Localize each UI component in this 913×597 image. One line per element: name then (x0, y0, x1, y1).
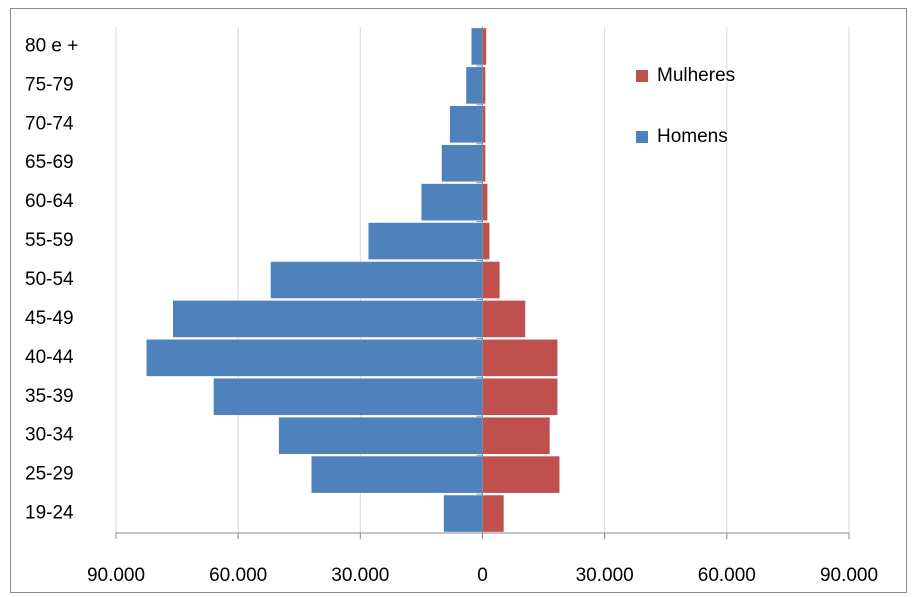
y-tick-label: 19-24 (25, 503, 74, 524)
bar (482, 300, 526, 338)
x-tick-label: 30.000 (331, 565, 389, 586)
y-tick-label: 75-79 (25, 74, 74, 95)
bar (311, 456, 483, 493)
y-tick-label: 60-64 (25, 191, 74, 212)
bar (482, 378, 558, 416)
bar (173, 300, 483, 338)
bar (421, 183, 483, 221)
bar (466, 67, 483, 104)
bar (482, 339, 558, 377)
chart-border (10, 8, 907, 593)
bar (146, 339, 483, 377)
legend-label: Homens (657, 126, 728, 147)
y-tick-label: 35-39 (25, 386, 74, 407)
bar (482, 144, 486, 182)
bar (482, 106, 486, 143)
bar (482, 67, 486, 104)
x-tick-label: 0 (477, 565, 488, 586)
bar (482, 456, 560, 493)
bar (270, 261, 483, 299)
bar (482, 222, 490, 260)
y-tick-label: 65-69 (25, 152, 74, 173)
bar (368, 222, 483, 260)
x-tick-label: 60.000 (209, 565, 267, 586)
legend-label: Mulheres (657, 65, 735, 86)
legend-swatch (636, 131, 648, 143)
bar (278, 417, 483, 454)
y-tick-label: 40-44 (25, 347, 74, 368)
legend-swatch (636, 70, 648, 82)
y-tick-label: 50-54 (25, 269, 74, 290)
x-tick-label: 90.000 (87, 565, 145, 586)
bar (443, 495, 483, 532)
y-tick-label: 45-49 (25, 308, 74, 329)
y-tick-label: 55-59 (25, 230, 74, 251)
y-tick-label: 70-74 (25, 113, 74, 134)
bar (471, 28, 483, 65)
x-tick-label: 60.000 (698, 565, 756, 586)
x-tick-label: 90.000 (820, 565, 878, 586)
bar (482, 28, 487, 65)
bar (482, 495, 504, 532)
y-tick-label: 80 e + (25, 35, 78, 56)
bar (449, 106, 483, 143)
bar (482, 261, 500, 299)
bar (482, 417, 550, 454)
y-tick-label: 25-29 (25, 464, 74, 485)
bar (213, 378, 483, 416)
bar (441, 144, 483, 182)
y-tick-label: 30-34 (25, 425, 74, 446)
x-tick-label: 30.000 (576, 565, 634, 586)
bar (482, 183, 488, 221)
